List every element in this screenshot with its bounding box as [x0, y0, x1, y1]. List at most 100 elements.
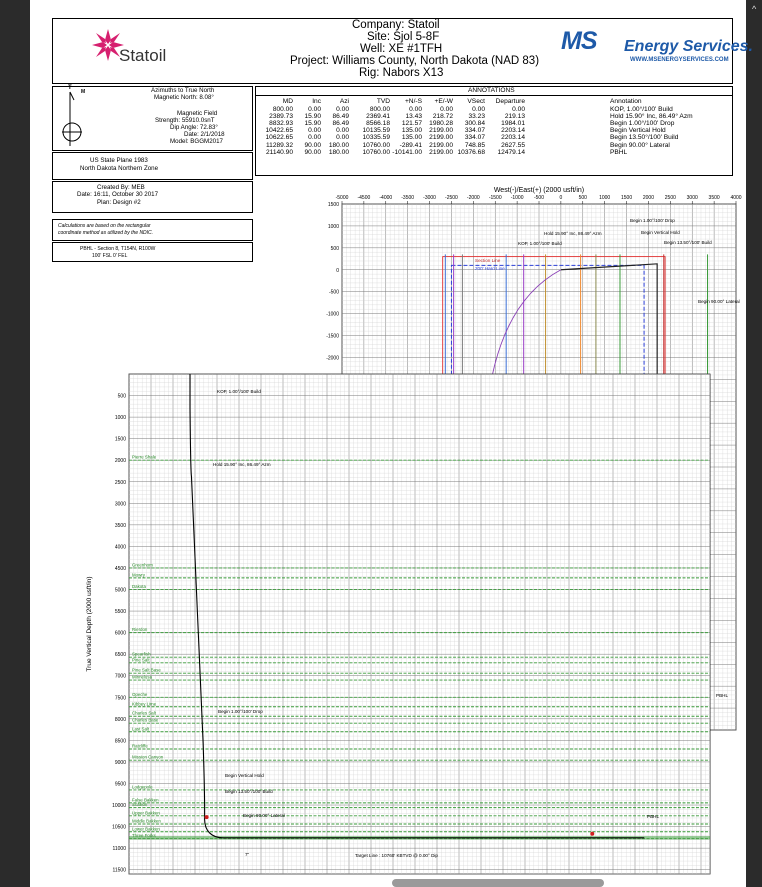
pbhl-box — [52, 242, 253, 262]
annotations-cell: 800.00 — [272, 106, 293, 113]
annotations-cell: 90.00 — [304, 141, 321, 149]
annotations-cell: 0.00 — [512, 106, 525, 113]
section-y-tick-label: 7000 — [115, 674, 126, 680]
annotations-cell: 2199.00 — [429, 141, 453, 149]
chevron-up-icon[interactable]: ^ — [752, 4, 757, 14]
plan-label-hard_line_top: 200' Hard Line — [475, 266, 505, 271]
annotations-divider — [255, 95, 733, 96]
plan-x-tick-label: 3500 — [709, 195, 720, 201]
pbhl-line2: 100' FSL 0' FEL — [92, 253, 128, 259]
formation-label: Greenhorn — [132, 562, 154, 567]
note-box — [52, 219, 253, 241]
annotations-cell: -289.41 — [399, 141, 422, 149]
statoil-star-icon — [92, 29, 124, 61]
plan-y-tick-label: -2000 — [326, 355, 339, 361]
plan-y-tick-label: 0 — [336, 268, 339, 274]
true-north-label: T — [68, 85, 72, 91]
annotations-header: +N/-S — [404, 98, 422, 105]
section-y-tick-label: 8000 — [115, 717, 126, 723]
section-y-tick-label: 9500 — [115, 781, 126, 787]
annotations-cell: 1984.01 — [501, 120, 525, 128]
annotations-cell: 86.49 — [332, 113, 349, 121]
annotations-cell: 334.07 — [464, 134, 485, 142]
section-y-tick-label: 4500 — [115, 566, 126, 572]
plan-x-tick-label: -5000 — [336, 195, 349, 201]
company-text: Company: Statoil — [352, 19, 440, 31]
section-label-pbhl: PBHL — [647, 814, 659, 819]
bottom-scrollbar-handle[interactable] — [392, 879, 604, 887]
plan-x-tick-label: -500 — [534, 195, 544, 201]
plan-x-tick-label: 1500 — [621, 195, 632, 201]
formation-label: Spearfish — [132, 652, 151, 657]
plane-box — [52, 152, 253, 180]
section-label-target: Target Line : 10760' KBTVD @ 0.00° Dip — [355, 853, 438, 858]
well-text: Well: XE #1TFH — [360, 43, 443, 55]
created-plan: Plan: Design #2 — [97, 199, 141, 206]
section-label-lateral: Begin 90.00° Lateral — [243, 813, 285, 818]
annotations-cell: 8832.93 — [269, 120, 293, 128]
north-magnetic-box — [52, 86, 253, 151]
section-y-tick-label: 8500 — [115, 738, 126, 744]
plane-line1: US State Plane 1983 — [90, 157, 148, 164]
formation-label: Charles Base — [132, 718, 159, 723]
annotations-cell: 8566.18 — [366, 120, 390, 128]
section-marker-red — [204, 815, 209, 820]
project-text: Project: Williams County, North Dakota (… — [290, 55, 540, 67]
plan-x-tick-label: 2500 — [665, 195, 676, 201]
annotations-cell: 121.57 — [401, 120, 422, 128]
plan-x-tick-label: -2500 — [445, 195, 458, 201]
plan-x-tick-label: 3000 — [687, 195, 698, 201]
section-y-tick-label: 6000 — [115, 631, 126, 637]
annotations-cell: Begin 13.50°/100' Build — [610, 134, 679, 142]
magnetic-model: Model: BGGM2017 — [170, 138, 223, 145]
rig-text: Rig: Nabors X13 — [359, 67, 444, 79]
annotations-cell: 11289.32 — [265, 141, 293, 149]
annotations-cell: 13.43 — [405, 113, 422, 121]
annotations-cell: 0.00 — [336, 106, 349, 113]
annotations-cell: 0.00 — [308, 106, 321, 113]
annotations-header: Annotation — [610, 98, 642, 105]
magnetic-dip: Dip Angle: 72.83° — [170, 124, 218, 131]
section-left-axis-title: True Vertical Depth (2000 usft/in) — [86, 576, 93, 671]
section-y-tick-label: 500 — [118, 394, 127, 400]
plan-label-section_line: Section Line — [475, 258, 501, 263]
annotations-box — [255, 86, 733, 176]
formation-label: Minnelusa — [132, 675, 153, 680]
formation-label: Middle Bakken — [132, 819, 161, 824]
plots-svg: -5000 -4500 -4000 -3500 -3000 -2500 -2000 -1500… — [86, 187, 742, 875]
plan-label-hold: Hold 15.90° Inc, 86.49° Azm — [544, 231, 602, 236]
site-text: Site: Sjol 5-8F — [367, 31, 440, 43]
header-box — [52, 18, 733, 84]
annotations-cell: 748.85 — [464, 141, 485, 149]
annotations-cell: 2203.14 — [501, 127, 525, 135]
annotations-cell: 33.23 — [468, 113, 485, 121]
plan-label-kop: KOP, 1.00°/100' Build — [518, 241, 562, 246]
statoil-logo-text: Statoil — [119, 46, 167, 65]
azimuth-line2: Magnetic North: 8.08° — [154, 94, 214, 101]
annotations-cell: 90.00 — [304, 148, 321, 156]
plan-y-tick-label: -1500 — [326, 334, 339, 340]
section-y-tick-label: 1000 — [115, 415, 126, 421]
annotations-cell: 219.13 — [504, 113, 525, 121]
section-y-tick-label: 3500 — [115, 523, 126, 529]
magnetic-strength: Strength: 55910.0snT — [155, 117, 215, 124]
annotations-cell: 10135.59 — [362, 127, 390, 135]
section-y-tick-label: 10000 — [112, 803, 126, 809]
annotations-cell: 0.00 — [336, 127, 349, 135]
annotations-header: +E/-W — [434, 98, 454, 105]
well-plan-sheet: Statoil Company: Statoil Site: Sjol 5-8F… — [30, 0, 753, 887]
formation-label: Rierdon — [132, 627, 148, 632]
magnetic-date: Date: 2/1/2018 — [184, 131, 225, 138]
ms-logo-text: Energy Services. — [624, 38, 753, 55]
annotations-cell: -10141.00 — [392, 148, 422, 156]
section-y-tick-label: 1500 — [115, 437, 126, 443]
section-y-tick-label: 9000 — [115, 760, 126, 766]
annotations-header: VSect — [467, 98, 485, 105]
section-y-tick-label: 4000 — [115, 544, 126, 550]
section-y-tick-label: 11500 — [112, 868, 126, 874]
section-y-tick-label: 5000 — [115, 588, 126, 594]
annotations-cell: 15.90 — [304, 113, 321, 121]
annotations-cell: Begin 90.00° Lateral — [610, 141, 670, 149]
formation-label: False Bakken — [132, 797, 159, 802]
annotations-cell: 135.00 — [401, 134, 422, 142]
